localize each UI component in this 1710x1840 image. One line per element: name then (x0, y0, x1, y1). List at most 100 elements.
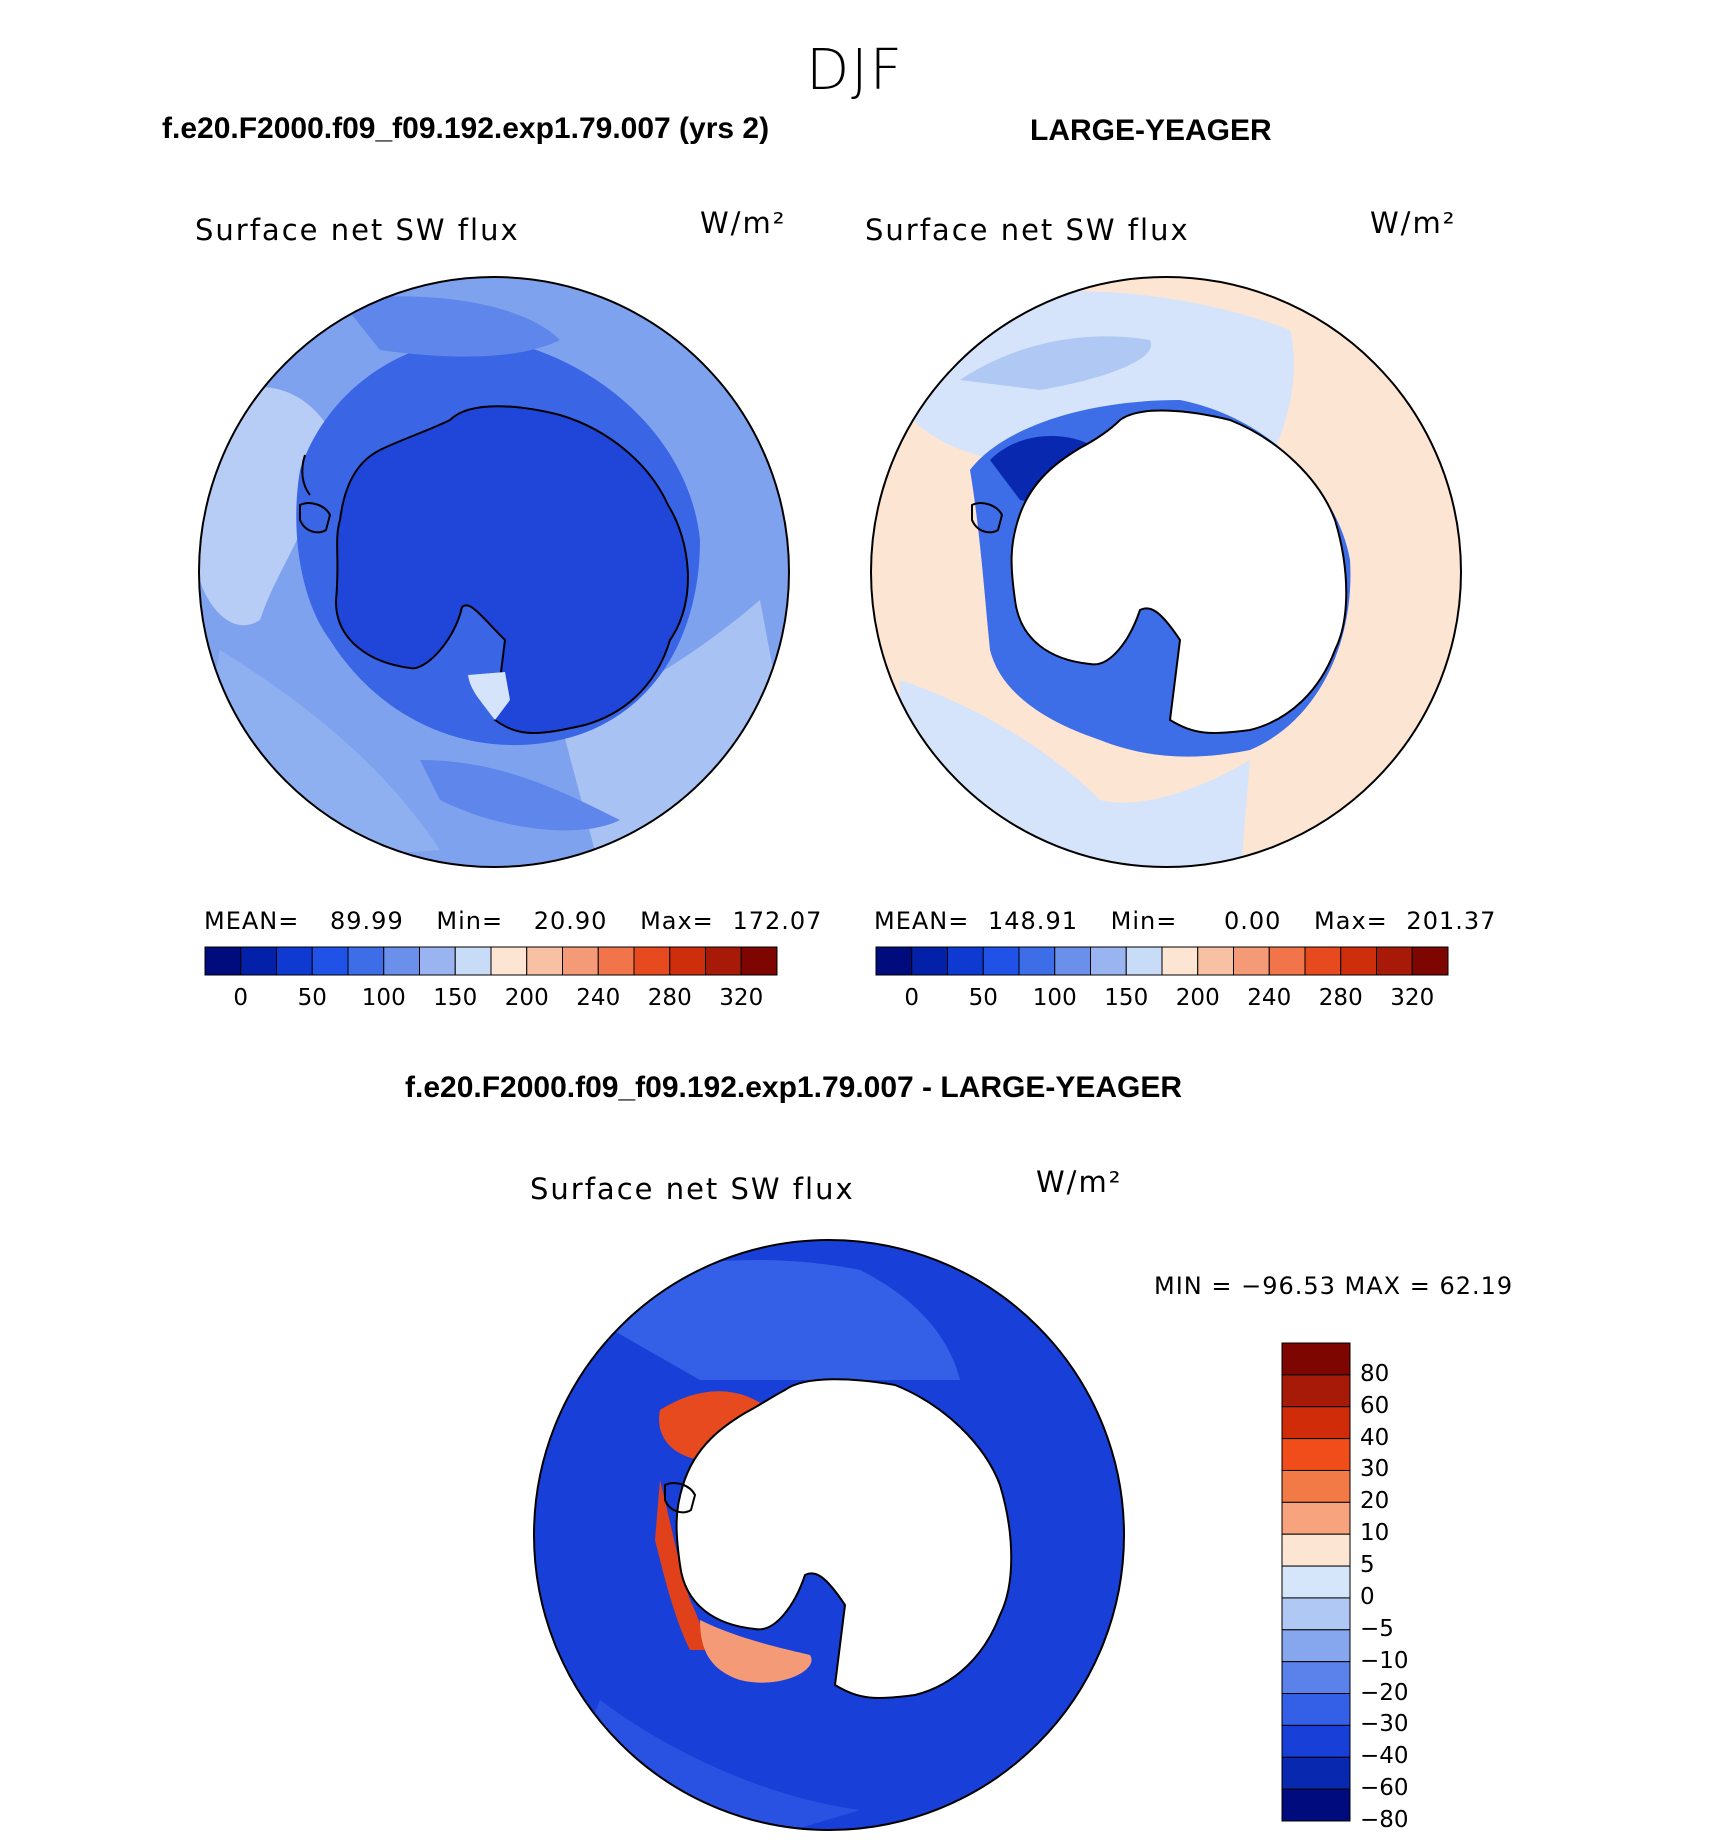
diff-colorbar-tick-label: 40 (1360, 1424, 1390, 1451)
model-mean-value: 89.99 (330, 907, 404, 935)
diff-colorbar-tick-label: −10 (1360, 1647, 1409, 1674)
obs-colorbar-tick-label: 280 (1318, 985, 1363, 1011)
diff-variable-label: Surface net SW flux (530, 1172, 855, 1206)
model-colorbar-swatch (347, 946, 385, 976)
obs-min-label: Min= (1110, 907, 1178, 935)
obs-colorbar (875, 946, 1449, 976)
model-colorbar-tick-label: 150 (433, 985, 478, 1011)
season-title: DJF (806, 38, 904, 103)
diff-colorbar-swatch (1281, 1788, 1351, 1822)
diff-colorbar-swatch (1281, 1661, 1351, 1695)
obs-variable-label: Surface net SW flux (865, 213, 1190, 247)
model-max-label: Max= (640, 907, 714, 935)
model-min-value: 20.90 (533, 907, 608, 935)
obs-colorbar-swatch (1197, 946, 1234, 976)
diff-colorbar-swatch (1281, 1693, 1351, 1726)
diff-colorbar-swatch (1281, 1469, 1351, 1503)
model-colorbar-swatch (633, 946, 671, 976)
obs-colorbar-swatch (1233, 946, 1270, 976)
model-colorbar-swatch (383, 946, 420, 976)
model-colorbar-tick-label: 0 (233, 985, 249, 1011)
diff-minmax: MIN = −96.53 MAX = 62.19 (1154, 1272, 1514, 1300)
obs-colorbar-swatch (947, 946, 984, 976)
obs-colorbar-swatch (875, 946, 913, 976)
model-colorbar-swatch (669, 946, 706, 976)
model-units-label: W/m² (700, 206, 787, 240)
diff-colorbar-tick-label: 60 (1360, 1392, 1390, 1419)
diff-colorbar-tick-label: 30 (1360, 1456, 1390, 1483)
model-colorbar-tick-label: 280 (647, 985, 692, 1011)
diff-colorbar-swatch (1281, 1597, 1351, 1631)
obs-mean-label: MEAN= (874, 907, 970, 935)
model-colorbar-tick-label: 320 (719, 985, 764, 1011)
model-max-value: 172.07 (732, 907, 823, 935)
model-colorbar-tick-label: 50 (297, 985, 327, 1011)
model-colorbar-swatch (597, 946, 635, 976)
obs-colorbar-swatch (1054, 946, 1091, 976)
obs-colorbar-tick-label: 240 (1247, 985, 1292, 1011)
diff-colorbar-swatch (1281, 1374, 1351, 1408)
diff-colorbar-tick-label: 20 (1360, 1488, 1390, 1515)
model-variable-label: Surface net SW flux (195, 213, 520, 247)
model-colorbar-tick-label: 240 (576, 985, 621, 1011)
diff-panel-title: f.e20.F2000.f09_f09.192.exp1.79.007 - LA… (405, 1071, 1183, 1104)
obs-max-value: 201.37 (1406, 907, 1497, 935)
obs-colorbar-tick-label: 100 (1032, 985, 1077, 1011)
obs-colorbar-tick-label: 320 (1390, 985, 1435, 1011)
obs-panel-title: LARGE-YEAGER (1030, 114, 1272, 147)
diff-colorbar-tick-label: 80 (1360, 1360, 1390, 1387)
obs-mean-value: 148.91 (988, 907, 1078, 935)
diff-colorbar (1281, 1342, 1351, 1822)
diff-colorbar-swatch (1281, 1533, 1351, 1567)
diff-colorbar-swatch (1281, 1629, 1351, 1663)
diff-colorbar-swatch (1281, 1756, 1351, 1790)
model-colorbar-swatch (526, 946, 563, 976)
diff-colorbar-tick-label: 10 (1360, 1520, 1390, 1547)
obs-colorbar-swatch (1018, 946, 1056, 976)
obs-colorbar-swatch (1340, 946, 1377, 976)
model-colorbar-swatch (562, 946, 599, 976)
diff-colorbar-swatch (1281, 1501, 1351, 1535)
model-colorbar-swatch (419, 946, 456, 976)
diff-colorbar-tick-label: 5 (1360, 1552, 1375, 1579)
obs-colorbar-swatch (1376, 946, 1413, 976)
model-colorbar-tick-label: 200 (504, 985, 549, 1011)
diff-colorbar-tick-label: −60 (1360, 1775, 1409, 1802)
diff-colorbar-swatch (1281, 1342, 1351, 1376)
obs-colorbar-tick-label: 200 (1175, 985, 1220, 1011)
obs-colorbar-tick-label: 50 (968, 985, 998, 1011)
model-polar-map (198, 276, 790, 868)
obs-colorbar-swatch (982, 946, 1020, 976)
obs-colorbar-swatch (1304, 946, 1342, 976)
model-colorbar-tick-label: 100 (361, 985, 406, 1011)
model-colorbar-swatch (740, 946, 778, 976)
model-colorbar (204, 946, 778, 976)
obs-stats: MEAN= 148.91 Min= 0.00 Max= 201.37 (874, 907, 1496, 935)
obs-units-label: W/m² (1370, 206, 1457, 240)
model-panel-title: f.e20.F2000.f09_f09.192.exp1.79.007 (yrs… (162, 112, 770, 145)
obs-colorbar-swatch (1090, 946, 1127, 976)
diff-colorbar-swatch (1281, 1565, 1351, 1599)
obs-colorbar-tick-label: 0 (904, 985, 920, 1011)
diff-colorbar-tick-label: 0 (1360, 1583, 1375, 1610)
diff-colorbar-swatch (1281, 1724, 1351, 1758)
obs-colorbar-swatch (911, 946, 948, 976)
model-colorbar-swatch (204, 946, 242, 976)
obs-max-label: Max= (1314, 907, 1388, 935)
obs-colorbar-swatch (1161, 946, 1199, 976)
diff-colorbar-tick-label: −40 (1360, 1743, 1409, 1770)
model-colorbar-swatch (705, 946, 742, 976)
model-colorbar-swatch (240, 946, 277, 976)
obs-colorbar-tick-label: 150 (1104, 985, 1149, 1011)
diff-units-label: W/m² (1036, 1165, 1123, 1199)
model-mean-label: MEAN= (204, 907, 300, 935)
model-colorbar-swatch (490, 946, 528, 976)
diff-polar-map (533, 1239, 1125, 1831)
model-stats: MEAN= 89.99 Min= 20.90 Max= 172.07 (204, 907, 822, 935)
diff-colorbar-tick-label: −5 (1360, 1615, 1394, 1642)
obs-colorbar-swatch (1125, 946, 1163, 976)
diff-colorbar-swatch (1281, 1438, 1351, 1471)
diff-colorbar-swatch (1281, 1406, 1351, 1440)
obs-polar-map (870, 276, 1462, 868)
